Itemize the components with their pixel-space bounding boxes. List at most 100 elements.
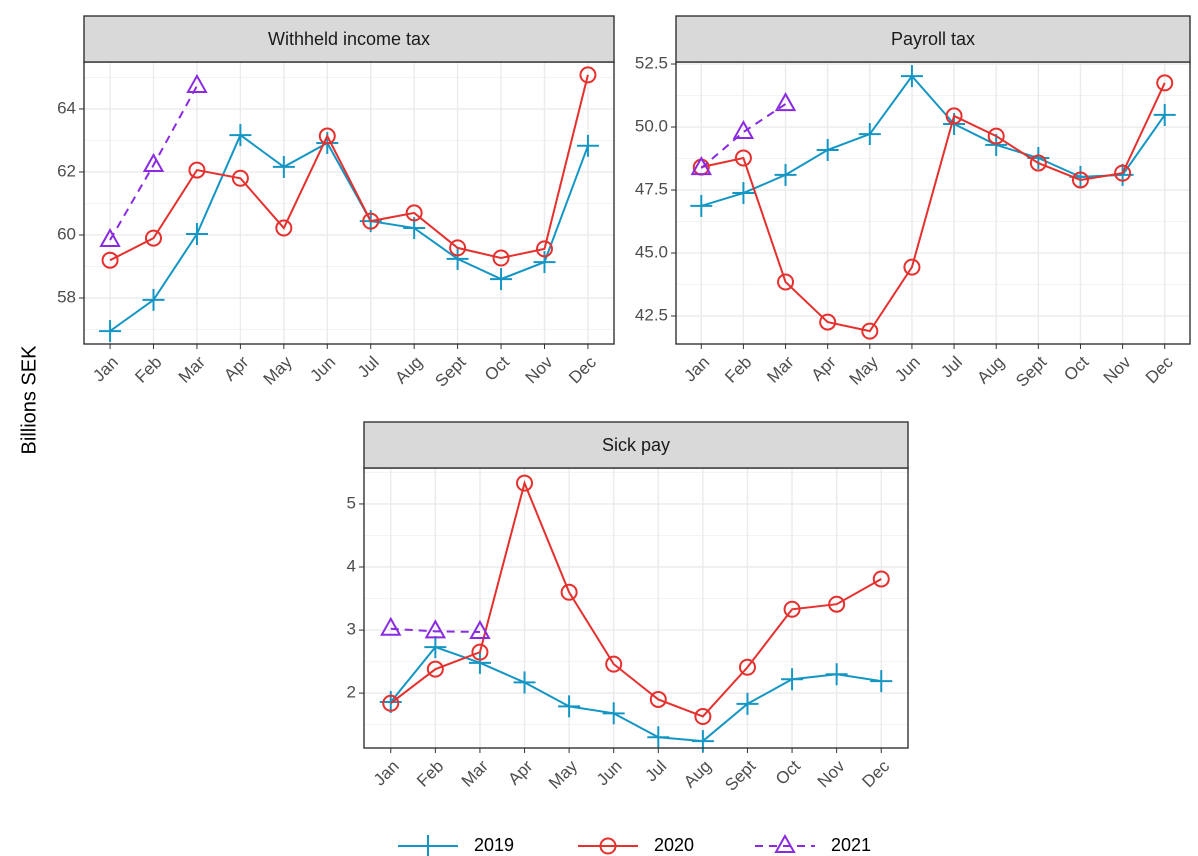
point (142, 288, 165, 311)
point (777, 273, 795, 291)
point (861, 322, 879, 340)
x-tick-label: Mar (175, 352, 209, 386)
strip (363, 421, 909, 469)
point (186, 73, 208, 93)
x-tick-label: Mar (763, 352, 797, 386)
x-tick-label: Jun (891, 353, 924, 386)
point (99, 320, 122, 343)
point (1153, 103, 1176, 126)
panel-background (364, 468, 908, 748)
point (99, 227, 121, 248)
x-tick-label: Dec (565, 352, 600, 387)
point (424, 619, 447, 639)
series-line (390, 627, 480, 633)
point (558, 695, 581, 718)
point (602, 702, 625, 725)
y-tick-label: 50.0 (635, 117, 668, 136)
legend-label: 2020 (654, 835, 694, 855)
series-line (109, 85, 198, 241)
x-tick-label: Feb (131, 353, 165, 387)
point (774, 92, 797, 112)
point (492, 249, 510, 267)
point (188, 161, 206, 179)
point (1114, 164, 1132, 182)
point (579, 66, 597, 84)
point (1029, 154, 1047, 172)
x-tick-label: May (260, 352, 296, 388)
point (533, 251, 556, 274)
point (872, 570, 890, 588)
y-tick-label: 58 (57, 287, 76, 306)
series-line (109, 133, 589, 332)
point (275, 219, 293, 237)
point (1071, 171, 1089, 189)
point (362, 212, 380, 230)
point (469, 619, 491, 639)
point (471, 643, 489, 661)
point (690, 156, 712, 176)
point (736, 692, 759, 715)
point (446, 247, 469, 270)
point (405, 204, 423, 222)
point (272, 155, 295, 178)
point (231, 169, 249, 187)
strip (675, 15, 1191, 63)
point (605, 655, 623, 673)
point (513, 671, 536, 694)
panel-title: Withheld income tax (268, 29, 430, 49)
y-tick-label: 45.0 (635, 243, 668, 262)
x-tick-label: Apr (808, 352, 840, 384)
panel-background (676, 62, 1190, 344)
point (647, 726, 670, 749)
point (599, 837, 617, 855)
point (858, 123, 881, 146)
point (738, 658, 756, 676)
x-tick-label: Aug (680, 757, 715, 792)
x-tick-label: Jan (680, 353, 713, 386)
y-tick-label: 5 (347, 493, 356, 512)
point (318, 127, 336, 145)
point (985, 133, 1008, 156)
strip (83, 15, 615, 63)
y-tick-label: 3 (347, 620, 356, 639)
legend-marker (774, 833, 796, 853)
point (535, 240, 553, 258)
x-tick-label: Feb (413, 757, 447, 791)
point (825, 663, 848, 686)
point (382, 694, 400, 712)
x-tick-label: May (846, 352, 882, 388)
x-tick-label: Jul (937, 353, 966, 382)
point (229, 124, 252, 147)
y-tick-label: 47.5 (635, 180, 668, 199)
point (185, 223, 208, 246)
x-tick-label: Jan (370, 757, 403, 790)
point (734, 149, 752, 167)
x-tick-label: Dec (1142, 352, 1177, 387)
x-tick-label: Oct (481, 352, 513, 384)
y-tick-label: 42.5 (635, 306, 668, 325)
x-tick-label: Nov (814, 756, 849, 791)
x-tick-label: Feb (721, 353, 755, 387)
point (1156, 74, 1174, 92)
panel-title: Payroll tax (891, 29, 975, 49)
point (783, 600, 801, 618)
point (424, 636, 447, 659)
point (417, 835, 439, 856)
x-tick-label: Mar (458, 756, 492, 790)
x-tick-label: Jan (89, 353, 122, 386)
x-tick-label: Nov (1100, 352, 1135, 387)
point (870, 670, 893, 693)
point (576, 134, 599, 157)
point (774, 833, 796, 853)
point (101, 251, 119, 269)
x-tick-label: Jul (354, 353, 383, 382)
y-tick-label: 52.5 (635, 54, 668, 73)
point (142, 152, 165, 173)
point (732, 182, 755, 205)
y-tick-label: 62 (57, 161, 76, 180)
point (781, 668, 804, 691)
x-tick-label: May (545, 756, 581, 792)
point (426, 660, 444, 678)
